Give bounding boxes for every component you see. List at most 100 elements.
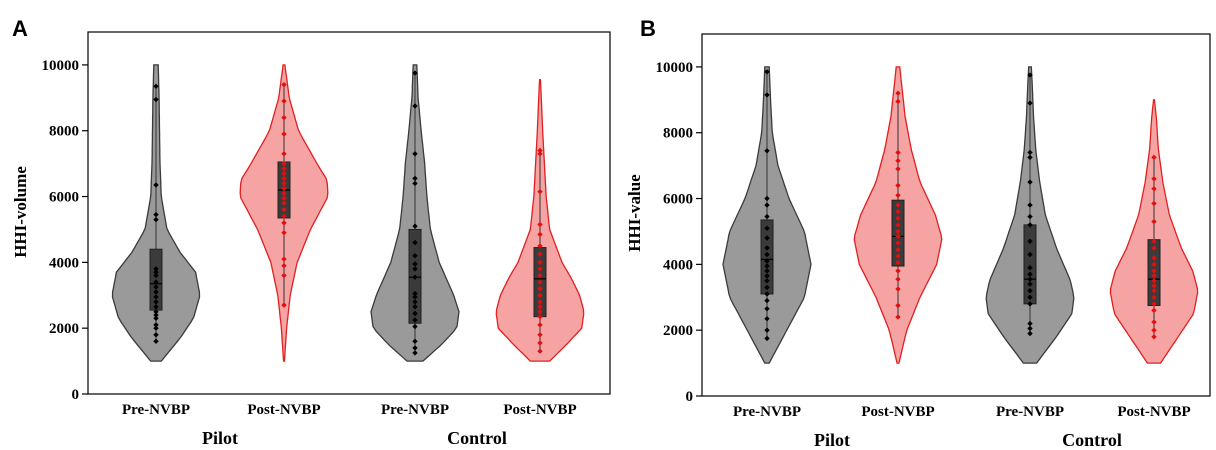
panel-a-pilot-post-nvbp-point bbox=[281, 256, 287, 262]
panel-a-pilot-pre-nvbp-point bbox=[153, 269, 159, 275]
panel-b-control-post-nvbp-point bbox=[1151, 294, 1157, 300]
panel-b-pilot-post-nvbp-point bbox=[895, 268, 901, 274]
panel-b-pilot-pre-nvbp-point bbox=[764, 291, 770, 297]
panel-a-control-pre-nvbp-point bbox=[412, 239, 418, 246]
panel-b-control-post-nvbp-point bbox=[1151, 334, 1157, 340]
panel-b-control-post-nvbp-point bbox=[1151, 154, 1157, 161]
panel-a-pilot-post-nvbp-point bbox=[281, 114, 287, 121]
panel-a-pilot-post-nvbp-point bbox=[281, 195, 287, 201]
panel-b-pilot-post-nvbp-point bbox=[895, 202, 901, 208]
panel-a-pilot-post-nvbp-point bbox=[281, 230, 287, 236]
panel-b-pilot-post-nvbp-point bbox=[895, 215, 901, 221]
panel-b-pilot-pre-nvbp-point bbox=[764, 245, 770, 251]
panel-a-pilot-pre-nvbp-point bbox=[153, 294, 159, 300]
panel-b-control-pre-nvbp-point bbox=[1027, 72, 1033, 78]
panel-b-control-post-nvbp-point bbox=[1151, 238, 1157, 244]
panel-a-pilot-post-nvbp-point bbox=[281, 175, 287, 182]
panel-a-pilot-pre-nvbp-point bbox=[153, 289, 159, 295]
panel-b-pilot-post-nvbp-point bbox=[895, 228, 901, 235]
panel-b-control-pre-nvbp-point bbox=[1027, 149, 1033, 156]
panel-b-pilot-post-nvbp-point bbox=[895, 90, 901, 96]
panel-b-pilot-post-nvbp-point bbox=[895, 302, 901, 309]
panel-b-y-axis-title: HHI-value bbox=[625, 174, 644, 252]
panel-b-pilot-post-nvbp-point bbox=[895, 222, 901, 228]
panel-b-pilot-pre-nvbp-point bbox=[764, 306, 770, 312]
panel-a-pilot-pre-nvbp-point bbox=[153, 182, 159, 188]
panel-a-pilot-post-nvbp-point bbox=[281, 151, 287, 157]
panel-b-pilot-post-nvbp-point bbox=[895, 276, 901, 282]
panel-a-control-pre-nvbp-point bbox=[412, 175, 418, 182]
panel-b-control-pre-nvbp-point bbox=[1027, 213, 1033, 220]
panel-b-pilot-pre-nvbp-point bbox=[764, 92, 770, 98]
panel-a-pilot-pre-nvbp-point bbox=[153, 299, 159, 305]
panel-a-pilot-post-nvbp-point bbox=[281, 207, 287, 213]
panel-b-category-label: Post-NVBP bbox=[861, 404, 934, 420]
panel-a-pilot-post-nvbp-point bbox=[281, 98, 287, 104]
panel-b-control-post-nvbp-point bbox=[1151, 301, 1157, 307]
panel-b-control-post-nvbp-point bbox=[1151, 255, 1157, 261]
panel-b-control-pre-nvbp-point bbox=[1027, 238, 1033, 244]
panel-b-pilot-pre-nvbp-point bbox=[764, 195, 770, 202]
panel-b-pilot-post-nvbp-point bbox=[895, 240, 901, 246]
panel-b-control-pre-nvbp-point bbox=[1027, 276, 1033, 282]
panel-b: B HHI-value 0 2000 4000 6000 8000 10000 Pre-N… bbox=[625, 16, 1211, 450]
panel-b-pilot-pre-nvbp-point bbox=[764, 69, 770, 75]
panel-a-pilot-pre-nvbp-point bbox=[153, 325, 159, 331]
panel-a-control-pre-nvbp-point bbox=[412, 299, 418, 305]
panel-b-group-label-control: Control bbox=[1062, 430, 1122, 450]
panel-b-y-ticks: 0 2000 4000 6000 8000 10000 bbox=[656, 60, 702, 405]
panel-b-pilot-post-nvbp-point bbox=[895, 192, 901, 198]
panel-b-frame bbox=[701, 33, 1211, 397]
panel-a-y-tick-label: 8000 bbox=[49, 124, 79, 140]
panel-a-group-label-control: Control bbox=[447, 428, 507, 448]
panel-a-pilot-post-nvbp-point bbox=[281, 165, 287, 172]
panel-a-pilot-pre-nvbp-point bbox=[153, 83, 159, 89]
panel-a-control-pre-nvbp-point bbox=[412, 323, 418, 330]
panel-b-control-pre-nvbp-point bbox=[1027, 154, 1033, 161]
panel-a-pilot-pre-nvbp-point bbox=[153, 279, 159, 285]
panel-b-pilot-post-nvbp-point bbox=[895, 182, 901, 189]
panel-b-control-post-nvbp-point bbox=[1151, 283, 1157, 289]
panel-b-pilot-pre-nvbp-point bbox=[764, 258, 770, 264]
panel-a-control-post-nvbp-point bbox=[537, 292, 543, 298]
panel-b-pilot-pre-nvbp-point bbox=[764, 268, 770, 274]
panel-b-control-pre-nvbp-point bbox=[1027, 265, 1033, 271]
panel-b-control-pre-nvbp-point bbox=[1027, 294, 1033, 300]
panel-b-control-pre-nvbp-point bbox=[1027, 100, 1033, 106]
panel-b-y-tick-label: 4000 bbox=[663, 257, 693, 273]
panel-b-y-tick-label: 6000 bbox=[663, 192, 693, 208]
panel-a-control-post-nvbp-point bbox=[537, 286, 543, 292]
panel-a-pilot-pre-nvbp-point bbox=[153, 315, 159, 321]
panel-a-control-pre-nvbp-point bbox=[412, 294, 418, 300]
panel-a-control-pre-nvbp-point bbox=[412, 274, 418, 280]
panel-b-pilot-pre-nvbp-point bbox=[764, 284, 770, 291]
panel-a-pilot-pre-nvbp-point bbox=[153, 266, 159, 272]
panel-a-control-post-nvbp-point bbox=[537, 348, 543, 354]
panel-b-pilot-pre-nvbp-point bbox=[764, 251, 770, 258]
panel-b-pilot-pre-nvbp-point bbox=[764, 273, 770, 279]
panel-a-control-post-nvbp-point bbox=[537, 309, 543, 315]
panel-a-pilot-post-nvbp-point bbox=[281, 190, 287, 196]
panel-b-control-post-nvbp-point bbox=[1151, 261, 1157, 268]
panel-a-pilot-pre-nvbp-point bbox=[153, 284, 159, 290]
panel-a-control-post-nvbp-point bbox=[537, 188, 543, 195]
panel-b-category-label: Post-NVBP bbox=[1117, 404, 1190, 420]
panel-b-pilot-pre-nvbp-point bbox=[764, 278, 770, 284]
panel-b-control-post-nvbp-point bbox=[1151, 273, 1157, 279]
panel-b-pilot-pre-nvbp-point bbox=[764, 263, 770, 269]
panel-a-pilot-pre-nvbp-point bbox=[153, 96, 159, 103]
panel-a-control-post-nvbp-point bbox=[537, 332, 543, 338]
panel-b-pilot-post-nvbp-point bbox=[895, 246, 901, 253]
panel-a-y-axis-title: HHI-volume bbox=[11, 166, 30, 258]
panel-b-control-post-nvbp-point bbox=[1151, 200, 1157, 207]
panel-b-pilot-pre-nvbp-point bbox=[764, 235, 770, 241]
panel-a-pilot-post-nvbp-point bbox=[281, 170, 287, 177]
panel-a-control-pre-nvbp-point bbox=[412, 304, 418, 310]
panel-b-pilot-pre-nvbp-point bbox=[764, 327, 770, 333]
panel-a-y-tick-label: 2000 bbox=[49, 321, 79, 337]
panel-b-control-post-nvbp-point bbox=[1151, 268, 1157, 274]
panel-a-pilot-post-nvbp-point bbox=[281, 302, 287, 308]
panel-b-control-post-nvbp-point bbox=[1151, 218, 1157, 225]
panel-a-category-label: Pre-NVBP bbox=[381, 402, 449, 418]
panel-b-control-post-nvbp-point bbox=[1151, 245, 1157, 251]
